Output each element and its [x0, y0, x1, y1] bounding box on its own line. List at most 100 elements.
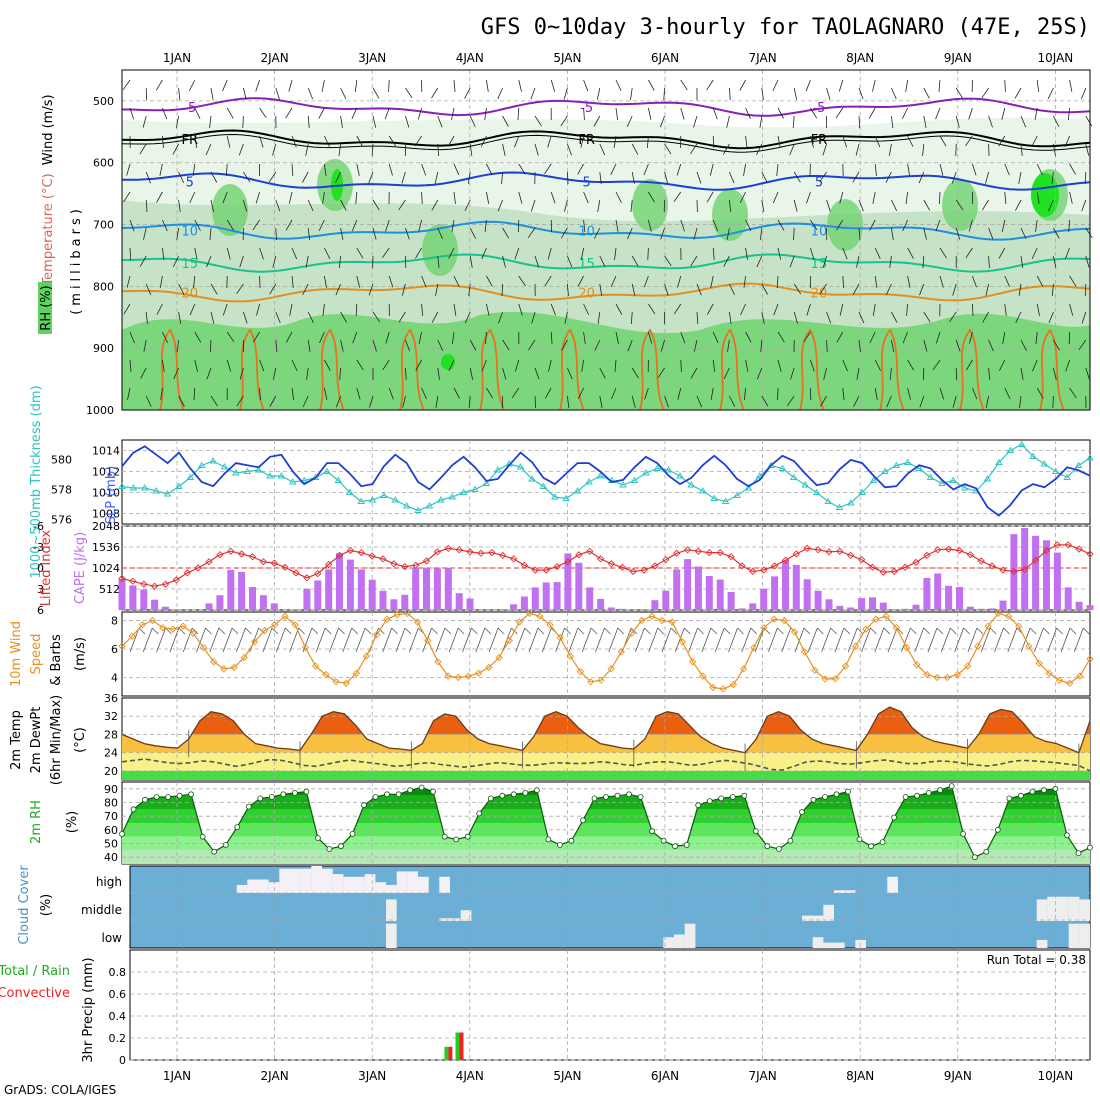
- wind-barb: [275, 227, 277, 241]
- wind-barb: [712, 247, 715, 260]
- wind-barb: [335, 283, 341, 296]
- cape-bar: [314, 580, 322, 610]
- wind10-barb: [169, 627, 180, 653]
- temp-grid: [122, 698, 1090, 780]
- wind-barb: [159, 163, 163, 176]
- wind-barb: [534, 255, 540, 268]
- rh2m-point: [510, 791, 517, 798]
- date-label-bottom: 6JAN: [651, 1069, 679, 1083]
- wind-barb: [355, 191, 358, 204]
- wind-barb: [302, 395, 309, 408]
- wind-barb: [1019, 395, 1022, 408]
- wind-barb: [162, 247, 165, 260]
- wind-barb: [567, 395, 570, 408]
- wind-barb: [886, 395, 892, 408]
- wind-barb: [710, 387, 714, 400]
- rh2m-point: [211, 848, 218, 855]
- cloud-low-label: low: [102, 931, 123, 945]
- wind-barb: [352, 331, 358, 344]
- wind10-barb: [129, 627, 140, 653]
- tick-label: 800: [93, 280, 114, 293]
- thickness-point: [642, 469, 650, 476]
- lifted-index-point: [705, 548, 713, 557]
- thickness-point: [357, 497, 365, 504]
- wind-barb: [1069, 387, 1077, 399]
- rh2m-point: [833, 791, 840, 798]
- wind-barb: [596, 87, 601, 100]
- rh2m-point: [729, 794, 736, 800]
- wind10-point: [882, 612, 890, 620]
- wind-barb: [335, 395, 341, 408]
- wind-barb: [351, 107, 358, 120]
- wind-barb: [372, 87, 380, 99]
- cape-bar: [259, 595, 267, 610]
- thickness-point: [938, 479, 946, 486]
- wind10-point: [780, 616, 788, 625]
- isotherm-line: [121, 97, 1091, 117]
- thickness-point: [949, 476, 958, 483]
- tick-label: -6: [33, 520, 44, 533]
- cape-bar: [401, 594, 409, 610]
- wind10-point: [199, 643, 208, 652]
- wind-barb: [1031, 135, 1038, 147]
- wind-barb: [209, 115, 212, 128]
- lifted-index-point: [270, 559, 278, 567]
- wind10-point: [1015, 622, 1023, 630]
- thickness-point: [539, 482, 548, 489]
- wind10-barb-flag: [617, 627, 625, 635]
- cloud-bar-low: [823, 942, 834, 948]
- wind-barb: [874, 275, 878, 288]
- temp-line: [121, 706, 1091, 754]
- isotherm-label: 20: [811, 287, 828, 302]
- date-label-top: 8JAN: [846, 51, 874, 65]
- thickness-point: [1074, 461, 1083, 468]
- wind-barb: [437, 367, 440, 380]
- thickness-point: [596, 472, 605, 479]
- cloud-bar-high: [375, 882, 386, 893]
- date-label-bottom: 7JAN: [749, 1069, 777, 1083]
- wind-barb: [417, 107, 422, 120]
- wind-barb: [291, 163, 294, 176]
- wind-barb: [305, 255, 309, 268]
- wind-barb: [497, 87, 503, 100]
- wind-barb: [501, 283, 503, 297]
- precip-total-bar: [444, 1046, 449, 1060]
- wind10-point: [709, 683, 717, 692]
- isotherm-label: -5: [183, 101, 196, 116]
- wind10-barb: [1060, 627, 1071, 653]
- wind10-barb-flag: [271, 627, 279, 635]
- wind-barb: [1020, 339, 1027, 351]
- wind10-point: [322, 670, 330, 679]
- lifted-index-point: [237, 550, 246, 558]
- wind-barb: [664, 395, 669, 408]
- wind-barb: [836, 331, 844, 343]
- wind10-barb: [994, 627, 1004, 653]
- thickness-point: [448, 493, 457, 500]
- wind10-barb: [142, 627, 153, 653]
- wind-barb: [155, 79, 163, 91]
- wind-barb: [955, 199, 964, 211]
- cloud-bar-high: [332, 874, 344, 893]
- wind10-barb: [887, 627, 898, 653]
- wind-barb: [548, 359, 552, 372]
- wind10-barb-flag: [976, 627, 984, 635]
- cloud-bar-low: [674, 934, 685, 948]
- temp-ticks: 20 24 28 32 36: [104, 692, 118, 778]
- thickness-point: [289, 478, 297, 485]
- wind10-barb-flag: [245, 627, 252, 635]
- wind-barb: [593, 227, 601, 239]
- wind10-point: [210, 658, 218, 666]
- wind-barb: [965, 359, 973, 371]
- wind10-point: [699, 672, 707, 680]
- wind-barb: [907, 359, 915, 371]
- wind10-point: [984, 622, 992, 630]
- cloud-bar-high: [396, 871, 408, 893]
- cape-bar: [673, 569, 681, 610]
- wind-barb: [826, 311, 832, 324]
- rh2m-point: [891, 814, 897, 821]
- wind-barb: [486, 303, 490, 316]
- wind10-barb: [967, 627, 978, 653]
- isotherm-label: -5: [812, 101, 825, 116]
- wind-barb: [448, 359, 455, 372]
- label-cloud: Cloud Cover: [17, 865, 32, 945]
